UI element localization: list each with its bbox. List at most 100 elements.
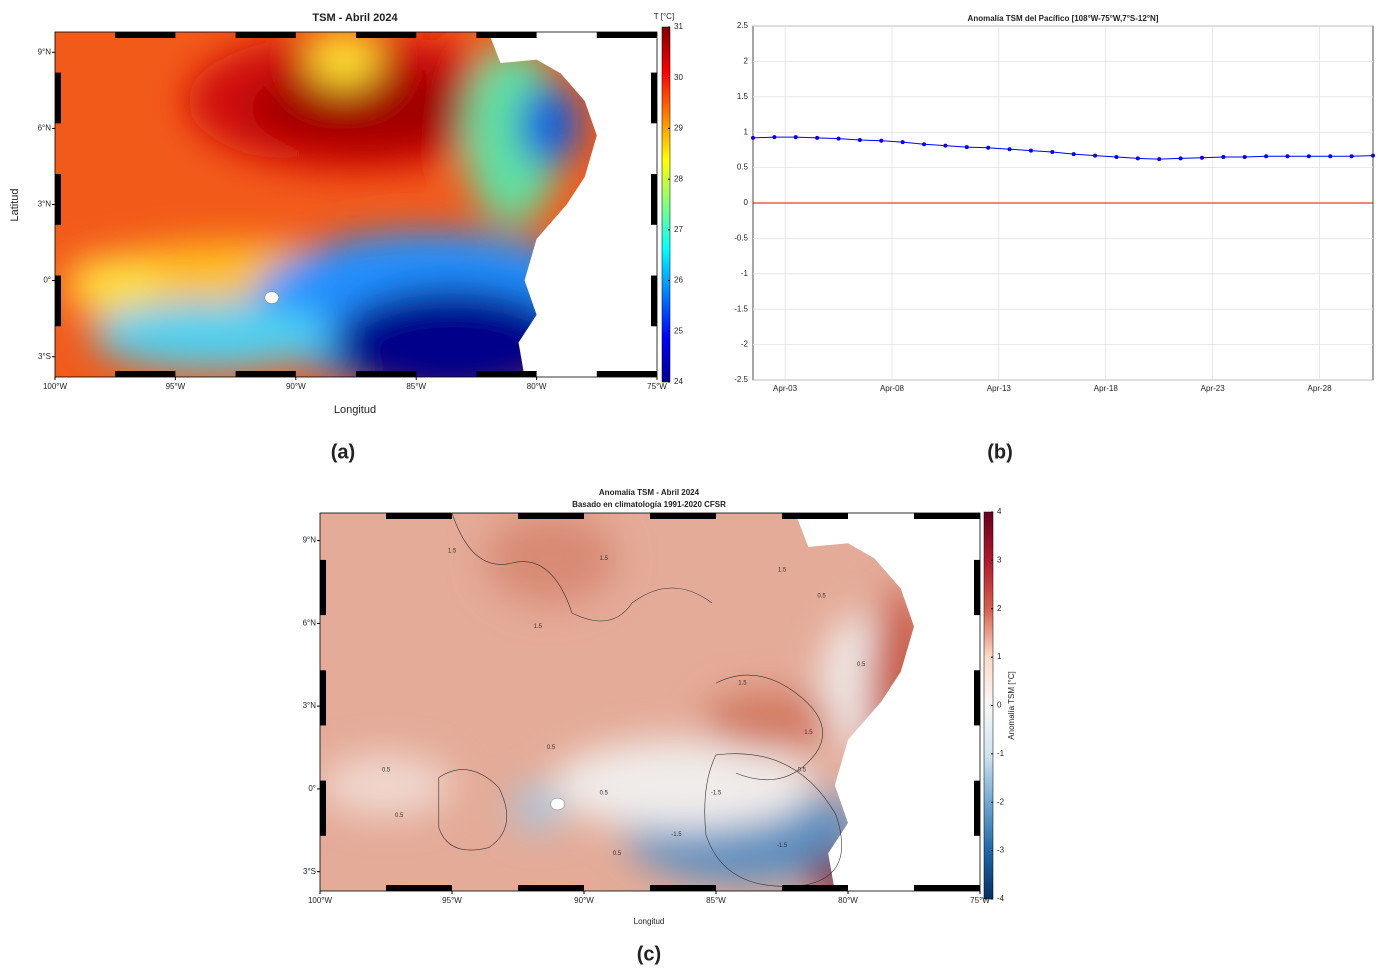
colorbar-tick-label: -4: [997, 894, 1005, 903]
point: [836, 136, 841, 141]
frame-segment: [386, 513, 452, 519]
x-tick-label: 90°W: [286, 382, 306, 391]
point: [1306, 154, 1311, 159]
point: [879, 138, 884, 143]
y-tick-label: 2.5: [737, 21, 749, 30]
colorbar-tick-label: 31: [674, 22, 683, 31]
colorbar-tick-label: 26: [674, 276, 683, 285]
x-tick-label: 95°W: [166, 382, 186, 391]
point: [1221, 154, 1226, 159]
frame-segment: [55, 174, 61, 225]
map-border: [319, 512, 981, 892]
y-tick-label: 2: [744, 57, 749, 66]
frame-segment: [651, 72, 657, 124]
colorbar-tick-label: -1: [997, 749, 1005, 758]
field-blob: [320, 754, 452, 816]
point: [1071, 152, 1076, 157]
contour-label: 1.5: [778, 567, 787, 573]
x-tick-label: 80°W: [527, 382, 547, 391]
colorbar-tick-label: 24: [674, 377, 683, 386]
panel-label: (a): [331, 441, 355, 463]
frame-segment: [320, 670, 326, 726]
point: [986, 145, 991, 150]
y-tick-label: 9°N: [38, 47, 52, 56]
panel-label: (b): [987, 441, 1013, 463]
x-tick-label: Apr-23: [1201, 384, 1226, 393]
frame-segment: [596, 371, 657, 377]
frame-segment: [115, 32, 176, 38]
colorbar-tick-label: 29: [674, 124, 683, 133]
frame-segment: [518, 885, 584, 891]
y-tick-label: 6°N: [303, 618, 317, 627]
field-blob: [307, 32, 381, 88]
x-tick-label: Apr-28: [1308, 384, 1333, 393]
y-tick-label: -1: [741, 269, 749, 278]
point: [1157, 157, 1162, 162]
contour-label: 0.5: [798, 768, 807, 774]
point: [1050, 150, 1055, 155]
frame-segment: [476, 371, 537, 377]
y-tick-label: -0.5: [734, 234, 748, 243]
colorbar-label: T [°C]: [654, 12, 674, 21]
field-blob: [91, 301, 332, 371]
point: [1349, 154, 1354, 159]
y-tick-label: -2: [741, 340, 749, 349]
colorbar-tick-label: 25: [674, 326, 683, 335]
chart-title: Anomalía TSM - Abril 2024: [599, 488, 700, 497]
point: [751, 135, 755, 140]
point: [1114, 154, 1119, 159]
frame-segment: [914, 885, 980, 891]
map-blobs: [67, 32, 609, 377]
colorbar-tick-label: 1: [997, 652, 1002, 661]
x-axis-label: Longitud: [634, 917, 665, 926]
point: [1007, 147, 1012, 152]
point: [1264, 154, 1269, 159]
x-tick-label: 85°W: [706, 896, 726, 905]
chart-title: TSM - Abril 2024: [312, 12, 398, 24]
land: [488, 32, 657, 377]
point: [1328, 154, 1333, 159]
y-tick-label: 1.5: [737, 92, 749, 101]
x-tick-label: Apr-03: [773, 384, 798, 393]
frame-segment: [782, 513, 848, 519]
frame-segment: [320, 559, 326, 616]
contour: [451, 513, 713, 622]
y-tick-label: 0.5: [737, 163, 749, 172]
field-blob: [511, 785, 565, 831]
frame-segment: [651, 174, 657, 225]
y-tick-label: 0°: [308, 784, 316, 793]
frame-segment: [386, 885, 452, 891]
point: [1285, 154, 1290, 159]
point: [1135, 156, 1140, 161]
chart-title: Anomalía TSM del Pacífico [108°W-75°W,7°…: [968, 14, 1159, 23]
contour-label: 0.5: [600, 790, 609, 796]
y-tick-label: 6°N: [38, 124, 52, 133]
chart-subtitle: Basado en climatología 1991-2020 CFSR: [572, 500, 726, 509]
x-tick-label: 90°W: [574, 896, 594, 905]
frame-segment: [914, 513, 980, 519]
frame-segment: [651, 275, 657, 327]
contour-label: 1.5: [804, 730, 813, 736]
frame-segment: [782, 885, 848, 891]
frame-segment: [650, 513, 716, 519]
frame-segment: [974, 670, 980, 726]
frame-segment: [974, 780, 980, 836]
frame-segment: [235, 32, 296, 38]
colorbar-tick-label: 0: [997, 701, 1002, 710]
frame-segment: [55, 72, 61, 124]
line: [752, 136, 1374, 160]
colorbar-tick-label: 4: [997, 507, 1002, 516]
contour-label: 0.5: [395, 813, 404, 819]
point: [815, 135, 820, 140]
map-field: [55, 32, 657, 377]
frame-segment: [320, 780, 326, 836]
frame-segment: [518, 513, 584, 519]
frame-segment: [650, 885, 716, 891]
contour-label: -1.5: [671, 832, 682, 838]
panel-label: (c): [637, 943, 661, 965]
contour-label: -1.5: [711, 790, 722, 796]
y-axis-label: Latitud: [9, 188, 21, 221]
colorbar: [661, 26, 671, 383]
contour-label: 1.5: [738, 681, 747, 687]
point: [1199, 155, 1204, 160]
